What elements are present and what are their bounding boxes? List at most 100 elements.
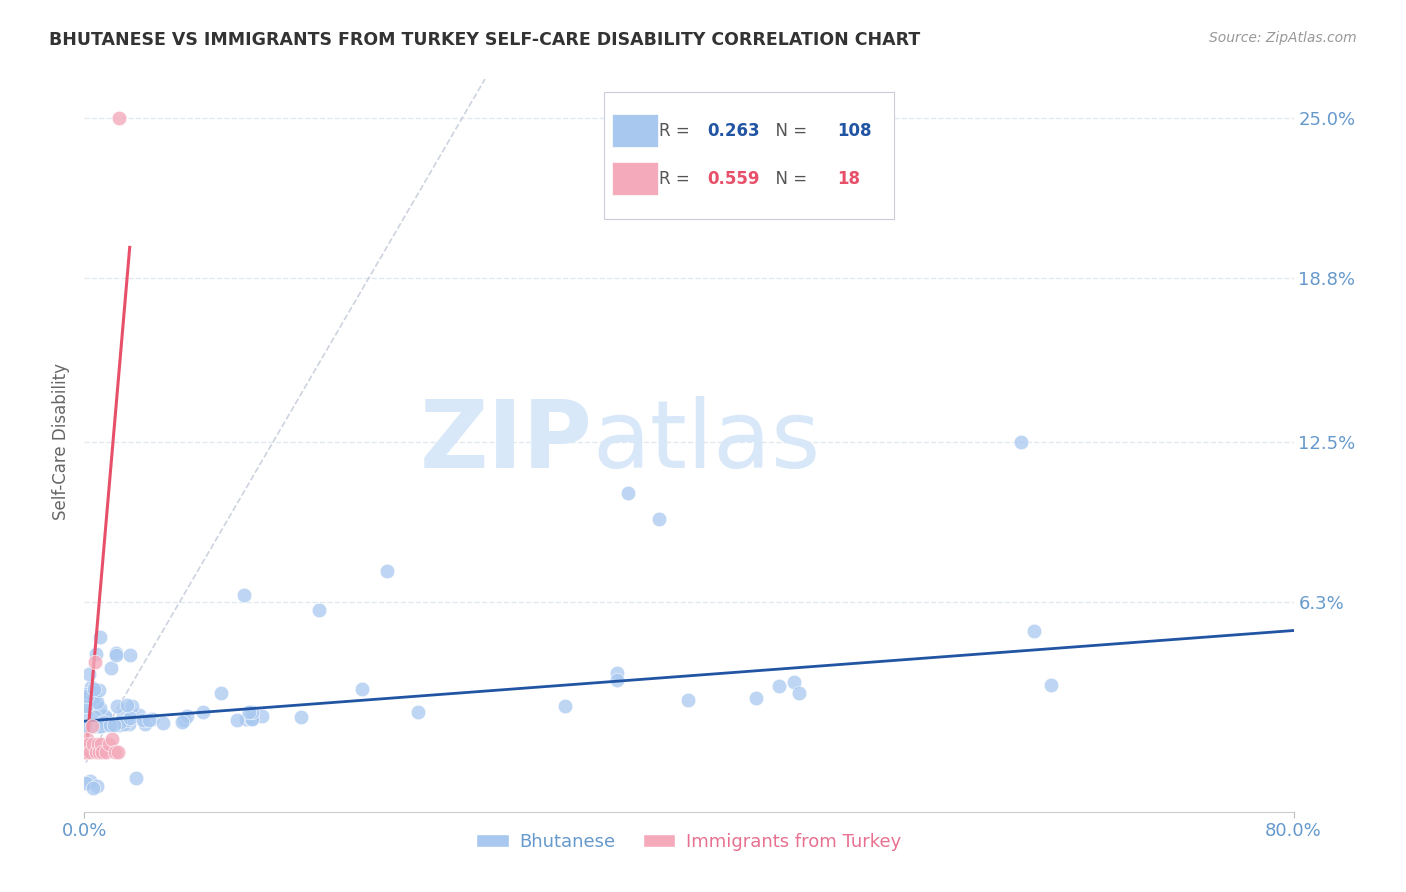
Point <box>91 745 114 759</box>
Point <box>100 732 122 747</box>
Point <box>132 713 155 727</box>
Text: 0.263: 0.263 <box>707 121 759 139</box>
Point <box>107 745 129 759</box>
Point <box>191 705 214 719</box>
Point <box>103 716 125 731</box>
Point <box>79 719 101 733</box>
Point <box>90 718 112 732</box>
Point <box>84 647 107 661</box>
Point <box>93 715 115 730</box>
Point <box>84 709 107 723</box>
FancyBboxPatch shape <box>605 92 894 219</box>
Point <box>76 690 98 704</box>
Point <box>76 687 98 701</box>
Point <box>80 680 103 694</box>
Point <box>98 718 121 732</box>
Point <box>80 719 103 733</box>
Text: R =: R = <box>659 169 695 187</box>
Point <box>75 776 97 790</box>
Point <box>141 711 163 725</box>
Point <box>94 711 117 725</box>
Point <box>108 715 131 730</box>
Point <box>83 686 105 700</box>
Point <box>77 667 100 681</box>
Point <box>89 630 111 644</box>
Point <box>128 707 150 722</box>
Point <box>76 719 98 733</box>
Point <box>676 693 699 707</box>
Point <box>240 712 263 726</box>
Point <box>94 745 117 759</box>
Point <box>83 719 105 733</box>
Point <box>79 719 101 733</box>
Text: Source: ZipAtlas.com: Source: ZipAtlas.com <box>1209 31 1357 45</box>
Point <box>134 716 156 731</box>
Point <box>100 718 122 732</box>
Point <box>118 717 141 731</box>
Point <box>75 719 97 733</box>
Point <box>86 745 108 759</box>
Point <box>75 698 97 713</box>
Point <box>94 709 117 723</box>
Point <box>75 719 97 733</box>
Point <box>87 714 110 729</box>
Point <box>120 711 142 725</box>
Point <box>93 718 115 732</box>
Point <box>787 686 810 700</box>
Point <box>240 712 263 726</box>
Point <box>209 686 232 700</box>
Point <box>101 718 124 732</box>
Point <box>235 712 257 726</box>
Point <box>75 745 97 759</box>
Point <box>83 689 105 703</box>
FancyBboxPatch shape <box>612 162 658 195</box>
Point <box>82 690 104 705</box>
Point <box>89 701 111 715</box>
Point <box>250 709 273 723</box>
Point <box>90 716 112 731</box>
Text: 18: 18 <box>838 169 860 187</box>
Point <box>82 719 104 733</box>
Point <box>1040 678 1063 692</box>
Point <box>308 603 330 617</box>
Point <box>176 709 198 723</box>
Text: 108: 108 <box>838 121 872 139</box>
Point <box>768 680 790 694</box>
Point <box>138 713 160 727</box>
Text: BHUTANESE VS IMMIGRANTS FROM TURKEY SELF-CARE DISABILITY CORRELATION CHART: BHUTANESE VS IMMIGRANTS FROM TURKEY SELF… <box>49 31 921 49</box>
Point <box>87 719 110 733</box>
Point <box>84 655 107 669</box>
Point <box>782 675 804 690</box>
Point <box>90 738 112 752</box>
Point <box>121 699 143 714</box>
Point <box>226 713 249 727</box>
Point <box>617 486 640 500</box>
Point <box>108 111 131 125</box>
Point <box>104 648 127 662</box>
Point <box>233 588 256 602</box>
Point <box>75 707 97 722</box>
Point <box>76 732 98 747</box>
Point <box>82 781 104 796</box>
Point <box>350 682 373 697</box>
Point <box>79 773 101 788</box>
Point <box>290 710 312 724</box>
Point <box>87 717 110 731</box>
Point <box>606 666 628 681</box>
Point <box>79 745 101 759</box>
Point <box>89 682 111 697</box>
Point <box>94 718 117 732</box>
Point <box>745 690 768 705</box>
Point <box>115 698 138 713</box>
Point <box>86 779 108 793</box>
Text: 0.559: 0.559 <box>707 169 759 187</box>
Text: ZIP: ZIP <box>419 395 592 488</box>
Point <box>238 706 260 720</box>
Point <box>101 717 124 731</box>
Point <box>104 646 127 660</box>
Point <box>115 713 138 727</box>
Point <box>152 715 174 730</box>
Point <box>77 719 100 733</box>
Point <box>112 708 135 723</box>
Point <box>554 698 576 713</box>
